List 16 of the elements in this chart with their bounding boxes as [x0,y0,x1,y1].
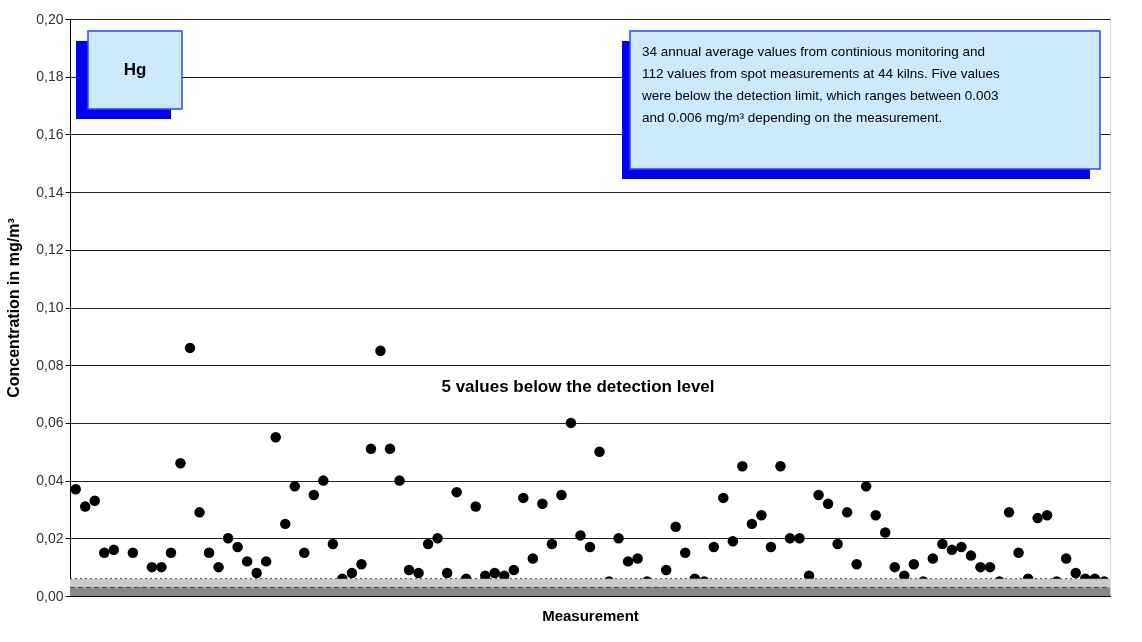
y-tick-label: 0,10 [36,299,64,315]
annotation: Hg [123,60,147,79]
x-axis-title: Measurement [542,606,639,624]
y-tick-label: 0,04 [36,472,64,489]
y-tick-label: 0,18 [36,68,64,85]
y-tick-label: 0,20 [36,10,64,27]
annotation: 5 values below the detection level [441,377,715,396]
y-tick-label: 0,02 [36,529,64,546]
y-axis-title: Concentration in mg/m³ [5,218,23,398]
y-tick-label: 0,06 [36,414,64,431]
y-tick-label: 0,00 [36,587,64,604]
y-tick-label: 0,14 [36,183,64,200]
annotation: 34 annual average values from continious monitoring and 112 values from spot measurements at 44 kilns. Five values were below the detection limit, which ranges between 0.003 and 0.006 mg/m³ depending on the measurement. [641,44,1000,125]
y-tick-label: 0,12 [36,241,64,258]
y-tick-label: 0,08 [36,356,64,373]
y-tick-label: 0,16 [36,125,64,142]
